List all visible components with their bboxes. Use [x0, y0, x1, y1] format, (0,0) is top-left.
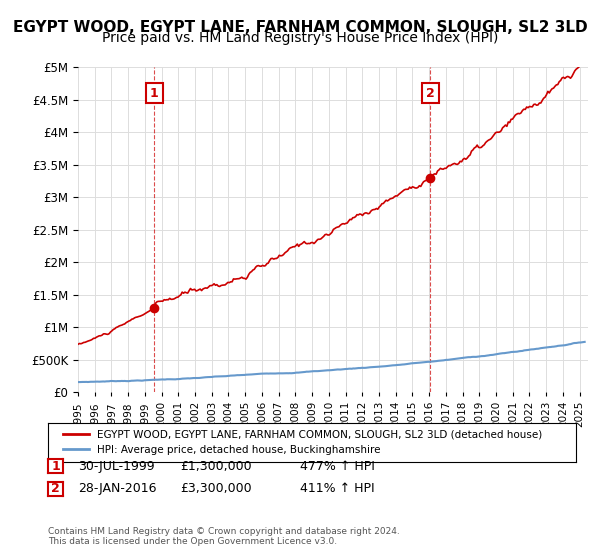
Text: EGYPT WOOD, EGYPT LANE, FARNHAM COMMON, SLOUGH, SL2 3LD: EGYPT WOOD, EGYPT LANE, FARNHAM COMMON, …	[13, 20, 587, 35]
Text: 477% ↑ HPI: 477% ↑ HPI	[300, 460, 375, 473]
Text: Contains HM Land Registry data © Crown copyright and database right 2024.
This d: Contains HM Land Registry data © Crown c…	[48, 526, 400, 546]
Text: 28-JAN-2016: 28-JAN-2016	[78, 482, 157, 496]
Legend: EGYPT WOOD, EGYPT LANE, FARNHAM COMMON, SLOUGH, SL2 3LD (detached house), HPI: A: EGYPT WOOD, EGYPT LANE, FARNHAM COMMON, …	[58, 426, 547, 459]
Text: £3,300,000: £3,300,000	[180, 482, 251, 496]
Text: 30-JUL-1999: 30-JUL-1999	[78, 460, 155, 473]
Text: 2: 2	[51, 482, 60, 495]
Text: Price paid vs. HM Land Registry's House Price Index (HPI): Price paid vs. HM Land Registry's House …	[102, 31, 498, 45]
Text: £1,300,000: £1,300,000	[180, 460, 251, 473]
Text: 1: 1	[51, 460, 60, 473]
Text: 1: 1	[150, 87, 159, 100]
Text: 411% ↑ HPI: 411% ↑ HPI	[300, 482, 374, 496]
Text: 2: 2	[426, 87, 435, 100]
